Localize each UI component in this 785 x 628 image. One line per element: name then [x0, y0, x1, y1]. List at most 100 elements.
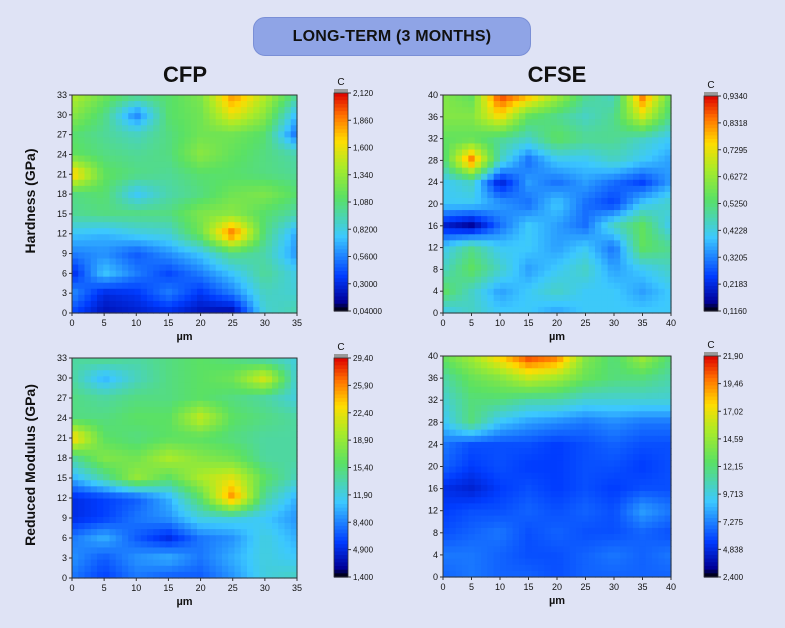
heatmap-cell: [253, 474, 261, 481]
heatmap-cell: [122, 455, 129, 463]
heatmap-cell: [78, 571, 86, 579]
heatmap-cell: [147, 300, 154, 308]
heatmap-cell: [550, 423, 558, 431]
heatmap-cell: [607, 240, 615, 247]
heatmap-cell: [84, 179, 92, 187]
heatmap-cell: [109, 125, 117, 132]
heatmap-cell: [159, 461, 167, 469]
heatmap-cell: [265, 523, 273, 530]
heatmap-cell: [115, 161, 123, 169]
heatmap-cell: [197, 394, 204, 402]
heatmap-cell: [128, 234, 136, 241]
heatmap-cell: [109, 107, 117, 114]
heatmap-cell: [190, 358, 198, 365]
heatmap-cell: [153, 437, 161, 445]
heatmap-cell: [290, 210, 298, 217]
heatmap-cell: [468, 264, 476, 272]
colorbar-segment: [334, 460, 348, 465]
heatmap-cell: [190, 258, 198, 266]
heatmap-cell: [97, 149, 104, 157]
heatmap-cell: [500, 276, 507, 284]
heatmap-cell: [506, 521, 514, 529]
heatmap-cell: [134, 388, 142, 396]
colorbar-segment: [704, 96, 718, 101]
heatmap-cell: [78, 535, 86, 542]
heatmap-cell: [487, 398, 495, 406]
y-tick-label: 8: [433, 264, 438, 274]
heatmap-cell: [525, 161, 533, 169]
heatmap-cell: [278, 529, 286, 536]
heatmap-cell: [234, 119, 242, 126]
heatmap-cell: [222, 131, 229, 138]
heatmap-cell: [265, 149, 273, 157]
heatmap-cell: [178, 529, 186, 536]
heatmap-cell: [290, 547, 298, 555]
heatmap-cell: [284, 119, 292, 126]
colorbar-segment: [704, 300, 718, 305]
heatmap-cell: [443, 216, 450, 223]
heatmap-cell: [519, 197, 526, 205]
heatmap-cell: [103, 155, 111, 163]
heatmap-cell: [449, 222, 457, 229]
heatmap-cell: [97, 461, 104, 469]
heatmap-cell: [172, 461, 179, 469]
heatmap-cell: [203, 400, 211, 408]
heatmap-cell: [240, 252, 248, 260]
heatmap-cell: [165, 149, 173, 157]
heatmap-cell: [506, 216, 514, 223]
heatmap-cell: [506, 546, 514, 554]
heatmap-cell: [576, 234, 583, 241]
heatmap-cell: [449, 441, 457, 449]
heatmap-cell: [538, 149, 545, 157]
heatmap-cell: [203, 167, 211, 175]
heatmap-cell: [222, 492, 229, 500]
heatmap-cell: [652, 155, 659, 163]
heatmap-cell: [481, 570, 488, 578]
heatmap-cell: [178, 376, 186, 384]
heatmap-cell: [531, 107, 539, 114]
heatmap-cell: [481, 179, 488, 187]
heatmap-cell: [90, 413, 98, 420]
heatmap-cell: [272, 455, 279, 463]
heatmap-cell: [203, 498, 211, 506]
heatmap-cell: [128, 179, 136, 187]
x-tick-label: 30: [260, 583, 270, 593]
y-tick-label: 12: [57, 229, 67, 239]
heatmap-cell: [474, 264, 482, 272]
colorbar-segment: [334, 205, 348, 210]
heatmap-cell: [190, 300, 198, 308]
heatmap-cell: [222, 197, 229, 205]
heatmap-cell: [78, 113, 86, 120]
heatmap-cell: [134, 234, 142, 241]
heatmap-cell: [240, 376, 248, 384]
heatmap-cell: [109, 204, 117, 211]
heatmap-cell: [557, 300, 564, 308]
x-tick-label: 0: [69, 583, 74, 593]
heatmap-cell: [563, 356, 571, 363]
heatmap-cell: [234, 125, 242, 132]
heatmap-cell: [582, 288, 590, 296]
heatmap-cell: [500, 368, 507, 376]
heatmap-cell: [172, 222, 179, 229]
heatmap-cell: [197, 492, 204, 500]
heatmap-cell: [595, 288, 602, 296]
heatmap-cell: [290, 425, 298, 432]
x-tick-label: 10: [131, 583, 141, 593]
heatmap-cell: [563, 392, 571, 400]
heatmap-cell: [487, 95, 495, 102]
heatmap-cell: [103, 179, 111, 187]
heatmap-cell: [209, 425, 217, 432]
heatmap-cell: [481, 228, 488, 235]
heatmap-cell: [639, 173, 647, 181]
heatmap-cell: [253, 167, 261, 175]
heatmap-cell: [228, 474, 236, 481]
heatmap-cell: [172, 565, 179, 573]
heatmap-cell: [544, 491, 552, 498]
heatmap-cell: [601, 300, 609, 308]
heatmap-cell: [449, 155, 457, 163]
heatmap-cell: [487, 454, 495, 461]
heatmap-cell: [215, 376, 223, 384]
heatmap-cell: [443, 380, 450, 388]
heatmap-cell: [626, 216, 634, 223]
heatmap-cell: [519, 131, 526, 138]
